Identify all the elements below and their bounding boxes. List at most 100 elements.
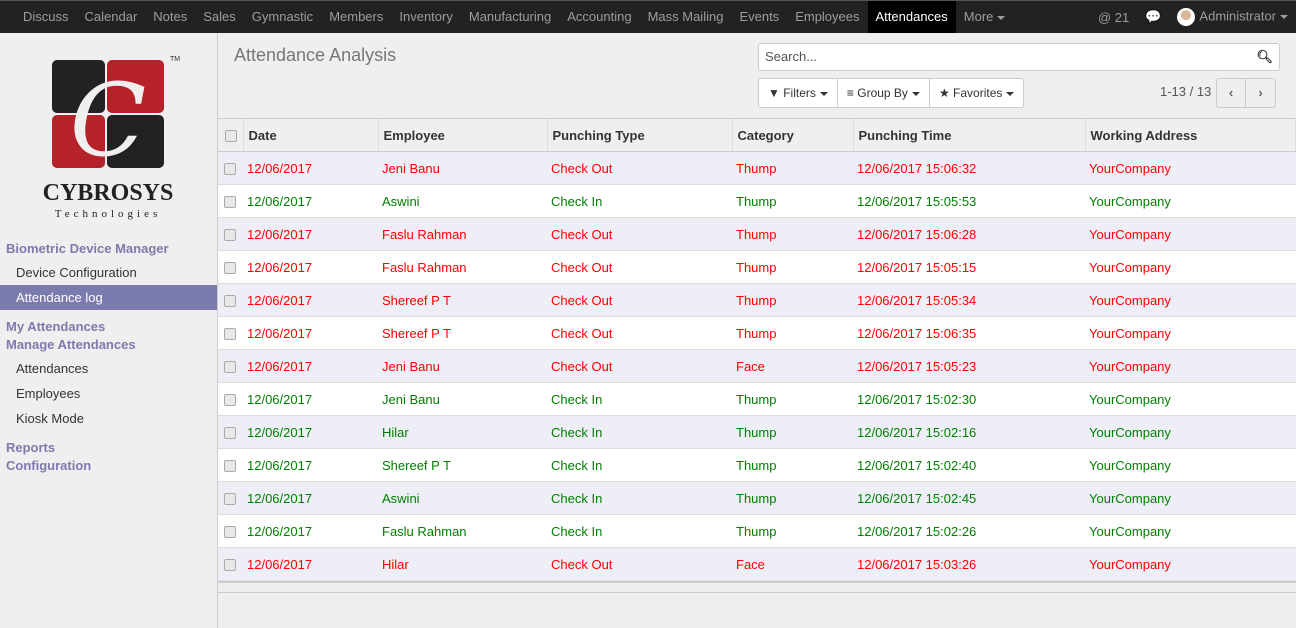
cell-punching-time: 12/06/2017 15:02:45 bbox=[853, 481, 1085, 515]
cell-category: Face bbox=[732, 349, 853, 383]
sidebar-item-device-configuration[interactable]: Device Configuration bbox=[16, 265, 137, 280]
table-row[interactable]: 12/06/2017 Shereef P T Check Out Thump 12/06… bbox=[218, 283, 1296, 317]
menu-item-accounting[interactable]: Accounting bbox=[567, 9, 632, 24]
svg-text:TM: TM bbox=[170, 56, 180, 63]
cell-employee: Jeni Banu bbox=[378, 151, 547, 185]
menu-item-calendar[interactable]: Calendar bbox=[84, 9, 138, 24]
cell-category: Thump bbox=[732, 382, 853, 416]
menu-item-inventory[interactable]: Inventory bbox=[399, 9, 453, 24]
sidebar-section-my-attendances[interactable]: My Attendances bbox=[6, 319, 106, 334]
user-menu[interactable]: Administrator bbox=[1177, 8, 1288, 26]
column-header-working-address[interactable]: Working Address bbox=[1085, 118, 1296, 152]
app-menu: Discuss Calendar Notes Sales Gymnastic Member… bbox=[0, 1, 1013, 33]
cell-working-address: YourCompany bbox=[1085, 382, 1296, 416]
cell-date: 12/06/2017 bbox=[243, 514, 378, 548]
sidebar-item-attendance-log[interactable]: Attendance log bbox=[0, 285, 217, 310]
sidebar-section-configuration[interactable]: Configuration bbox=[6, 458, 92, 473]
cell-working-address: YourCompany bbox=[1085, 151, 1296, 185]
select-all-checkbox[interactable] bbox=[218, 118, 244, 152]
table-row[interactable]: 12/06/2017 Jeni Banu Check Out Face 12/06/20… bbox=[218, 349, 1296, 383]
cell-punching-type: Check Out bbox=[547, 547, 732, 581]
row-checkbox[interactable] bbox=[218, 217, 243, 251]
menu-item-sales[interactable]: Sales bbox=[203, 9, 236, 24]
sidebar-item-employees[interactable]: Employees bbox=[16, 386, 81, 401]
caret-down-icon bbox=[997, 15, 1006, 20]
menu-item-gymnastic[interactable]: Gymnastic bbox=[251, 9, 314, 24]
menu-item-more[interactable]: More bbox=[956, 1, 1014, 33]
sidebar-item-attendances[interactable]: Attendances bbox=[16, 361, 89, 376]
table-row[interactable]: 12/06/2017 Shereef P T Check In Thump 12/06/… bbox=[218, 448, 1296, 482]
cell-punching-time: 12/06/2017 15:02:26 bbox=[853, 514, 1085, 548]
column-header-date[interactable]: Date bbox=[243, 118, 379, 152]
cell-date: 12/06/2017 bbox=[243, 217, 378, 251]
user-name: Administrator bbox=[1199, 8, 1276, 24]
cell-punching-time: 12/06/2017 15:02:16 bbox=[853, 415, 1085, 449]
cell-punching-type: Check Out bbox=[547, 250, 732, 284]
menu-item-manufacturing[interactable]: Manufacturing bbox=[468, 9, 552, 24]
cell-category: Thump bbox=[732, 316, 853, 350]
cell-punching-time: 12/06/2017 15:05:23 bbox=[853, 349, 1085, 383]
column-header-category[interactable]: Category bbox=[732, 118, 854, 152]
cell-employee: Faslu Rahman bbox=[378, 217, 547, 251]
top-navbar: Discuss Calendar Notes Sales Gymnastic Member… bbox=[0, 0, 1296, 33]
table-row[interactable]: 12/06/2017 Aswini Check In Thump 12/06/2017 … bbox=[218, 184, 1296, 218]
row-checkbox[interactable] bbox=[218, 481, 243, 515]
cell-category: Thump bbox=[732, 151, 853, 185]
column-header-punching-type[interactable]: Punching Type bbox=[547, 118, 733, 152]
mentions-counter[interactable]: @ 21 bbox=[1097, 9, 1130, 25]
search-icon[interactable]: 🔍︎ bbox=[1256, 49, 1273, 64]
row-checkbox[interactable] bbox=[218, 283, 243, 317]
row-checkbox[interactable] bbox=[218, 184, 243, 218]
pager-value[interactable]: 1-13 / 13 bbox=[1160, 84, 1212, 99]
table-row[interactable]: 12/06/2017 Hilar Check In Thump 12/06/2017 1… bbox=[218, 415, 1296, 449]
table-row[interactable]: 12/06/2017 Jeni Banu Check In Thump 12/06/20… bbox=[218, 382, 1296, 416]
search-input[interactable]: Search... 🔍︎ bbox=[758, 43, 1280, 71]
row-checkbox[interactable] bbox=[218, 316, 243, 350]
menu-item-notes[interactable]: Notes bbox=[153, 9, 188, 24]
cell-category: Thump bbox=[732, 481, 853, 515]
table-row[interactable]: 12/06/2017 Hilar Check Out Face 12/06/2017 1… bbox=[218, 547, 1296, 581]
row-checkbox[interactable] bbox=[218, 448, 243, 482]
favorites-label: Favorites bbox=[953, 86, 1003, 100]
menu-item-events[interactable]: Events bbox=[739, 9, 780, 24]
table-row[interactable]: 12/06/2017 Faslu Rahman Check In Thump 12/06… bbox=[218, 514, 1296, 548]
row-checkbox[interactable] bbox=[218, 514, 243, 548]
row-checkbox[interactable] bbox=[218, 151, 243, 185]
systray: @ 21 💬 Administrator bbox=[1098, 1, 1288, 33]
cell-punching-type: Check In bbox=[547, 514, 732, 548]
row-checkbox[interactable] bbox=[218, 547, 243, 581]
cell-punching-type: Check In bbox=[547, 415, 732, 449]
sidebar-item-kiosk-mode[interactable]: Kiosk Mode bbox=[16, 411, 84, 426]
row-checkbox[interactable] bbox=[218, 349, 243, 383]
menu-item-attendances[interactable]: Attendances bbox=[867, 1, 956, 33]
row-checkbox[interactable] bbox=[218, 415, 243, 449]
sidebar-section-reports[interactable]: Reports bbox=[6, 440, 56, 455]
menu-item-members[interactable]: Members bbox=[329, 9, 384, 24]
cell-working-address: YourCompany bbox=[1085, 217, 1296, 251]
row-checkbox[interactable] bbox=[218, 250, 243, 284]
table-row[interactable]: 12/06/2017 Aswini Check In Thump 12/06/2017 … bbox=[218, 481, 1296, 515]
table-row[interactable]: 12/06/2017 Faslu Rahman Check Out Thump 12/0… bbox=[218, 250, 1296, 284]
favorites-button[interactable]: ★ Favorites bbox=[930, 79, 1023, 107]
table-header: Date Employee Punching Type Category Punchin… bbox=[218, 118, 1296, 152]
sidebar-section-manage-attendances[interactable]: Manage Attendances bbox=[6, 337, 136, 352]
cell-punching-time: 12/06/2017 15:03:26 bbox=[853, 547, 1085, 581]
menu-item-discuss[interactable]: Discuss bbox=[23, 9, 69, 24]
table-row[interactable]: 12/06/2017 Faslu Rahman Check Out Thump 12/0… bbox=[218, 217, 1296, 251]
table-row[interactable]: 12/06/2017 Shereef P T Check Out Thump 12/06… bbox=[218, 316, 1296, 350]
table-row[interactable]: 12/06/2017 Jeni Banu Check Out Thump 12/06/2… bbox=[218, 151, 1296, 185]
sidebar-section-biometric-device-manager[interactable]: Biometric Device Manager bbox=[6, 241, 169, 256]
group-by-button[interactable]: ≡ Group By bbox=[838, 79, 930, 107]
filters-button[interactable]: ▼ Filters bbox=[759, 79, 838, 107]
previous-icon[interactable]: ‹ bbox=[1217, 79, 1246, 107]
cell-category: Thump bbox=[732, 415, 853, 449]
row-checkbox[interactable] bbox=[218, 382, 243, 416]
column-header-punching-time[interactable]: Punching Time bbox=[853, 118, 1086, 152]
chat-icon[interactable]: 💬 bbox=[1145, 9, 1162, 24]
menu-item-employees[interactable]: Employees bbox=[795, 9, 860, 24]
column-header-employee[interactable]: Employee bbox=[378, 118, 548, 152]
cell-punching-time: 12/06/2017 15:06:28 bbox=[853, 217, 1085, 251]
next-icon[interactable]: › bbox=[1258, 85, 1263, 100]
menu-item-mass-mailing[interactable]: Mass Mailing bbox=[647, 9, 724, 24]
cell-punching-type: Check In bbox=[547, 184, 732, 218]
